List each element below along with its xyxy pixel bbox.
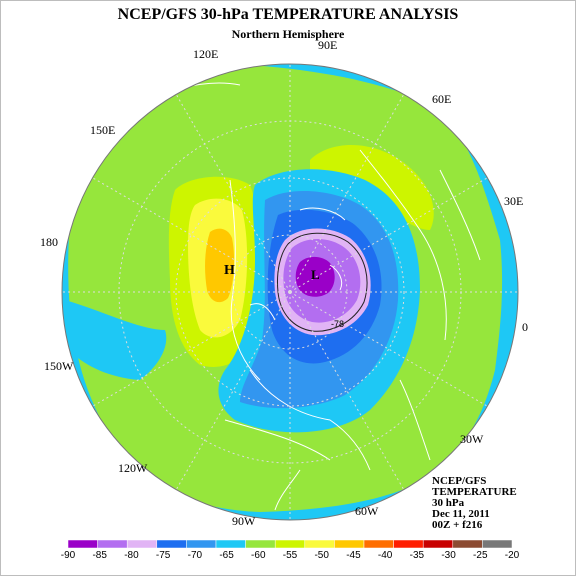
lon-label-120e: 120E [193, 47, 219, 61]
lon-label-30e: 30E [504, 194, 524, 208]
band-purple-core [295, 256, 335, 297]
contour-label: -78 [331, 319, 344, 329]
colorbar-tick-label: -30 [441, 550, 456, 561]
colorbar-tick-label: -70 [187, 550, 203, 561]
info-line-date: Dec 11, 2011 [432, 508, 490, 520]
colorbar-swatch [363, 539, 394, 549]
colorbar-tick-label: -50 [314, 550, 329, 561]
colorbar-swatch [304, 539, 335, 549]
graticule [62, 64, 518, 520]
lon-label-60w: 60W [355, 504, 379, 518]
low-marker: L [311, 267, 320, 282]
colorbar-swatch [67, 539, 98, 549]
colorbar-swatch [97, 539, 128, 549]
map-subtitle: Northern Hemisphere [231, 27, 345, 41]
colorbar-swatch [245, 539, 276, 549]
colorbar-swatch [452, 539, 483, 549]
lon-label-0: 0 [522, 320, 528, 334]
info-line-level: 30 hPa [432, 497, 465, 509]
colorbar-swatch [393, 539, 424, 549]
info-line-forecast: 00Z + f216 [432, 519, 483, 531]
lon-label-60e: 60E [432, 92, 452, 106]
lon-label-150e: 150E [90, 123, 116, 137]
colorbar-swatch [422, 539, 454, 549]
colorbar-tick-label: -65 [219, 550, 234, 561]
map-border [61, 63, 519, 521]
colorbar-swatch [274, 539, 306, 549]
colorbar-swatch [186, 539, 217, 549]
high-marker: H [224, 263, 235, 278]
colorbar-tick-label: -35 [409, 550, 425, 561]
info-line-variable: TEMPERATURE [432, 486, 517, 498]
lon-label-90w: 90W [232, 514, 256, 528]
colorbar-tick-label: -90 [60, 550, 76, 561]
lon-label-120w: 120W [118, 461, 148, 475]
colorbar [67, 539, 513, 549]
lon-label-90e: 90E [318, 38, 338, 52]
colorbar-swatch [126, 539, 158, 549]
colorbar-tick-label: -55 [282, 550, 298, 561]
band-orange [205, 228, 235, 303]
colorbar-tick-label: -25 [473, 550, 488, 561]
colorbar-swatch [334, 539, 365, 549]
contour-minus78 [277, 232, 368, 332]
info-line-source: NCEP/GFS [432, 475, 487, 487]
colorbar-tick-label: -75 [155, 550, 171, 561]
colorbar-swatch [482, 539, 513, 549]
lon-label-30w: 30W [460, 432, 484, 446]
band-cyan-west [65, 300, 167, 380]
colorbar-tick-label: -20 [504, 550, 520, 561]
coastlines [159, 82, 481, 511]
colorbar-swatch [215, 539, 246, 549]
colorbar-tick-label: -40 [377, 550, 393, 561]
map-title: NCEP/GFS 30-hPa TEMPERATURE ANALYSIS [117, 6, 459, 23]
lon-label-150w: 150W [44, 359, 74, 373]
colorbar-tick-label: -60 [251, 550, 266, 561]
colorbar-tick-label: -80 [124, 550, 139, 561]
info-box: NCEP/GFS TEMPERATURE 30 hPa Dec 11, 2011… [432, 476, 517, 531]
colorbar-tick-label: -85 [92, 550, 107, 561]
colorbar-swatch [156, 539, 187, 549]
colorbar-tick-label: -45 [346, 550, 361, 561]
lon-label-180: 180 [40, 235, 58, 249]
